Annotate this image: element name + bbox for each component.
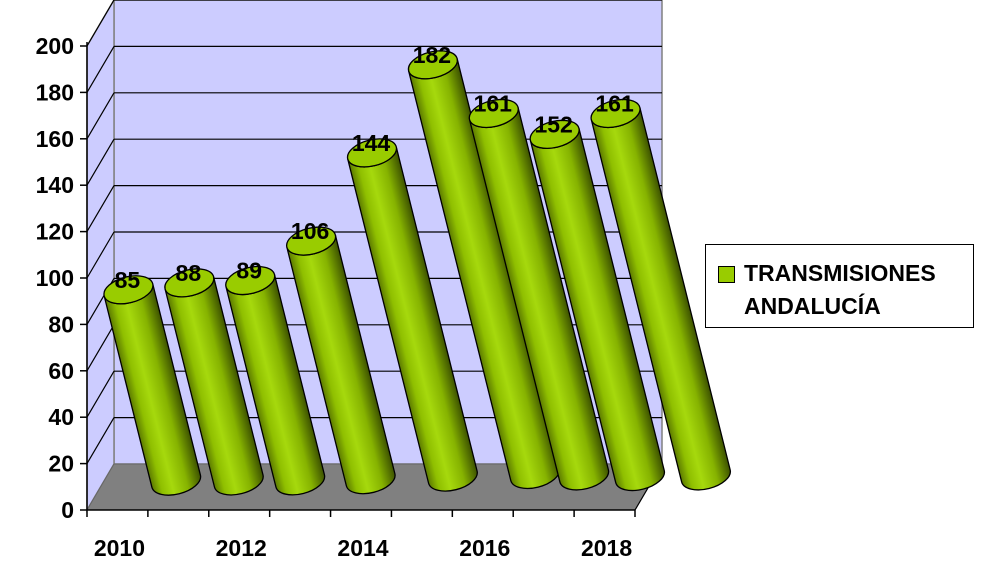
bar-top <box>164 268 215 298</box>
y-tick-label: 200 <box>36 33 74 59</box>
gridline-side <box>86 0 115 47</box>
x-tick-label: 2014 <box>337 535 388 561</box>
y-tick-label: 60 <box>48 358 74 384</box>
x-tick-label: 2016 <box>459 535 510 561</box>
data-label: 106 <box>291 218 329 244</box>
y-tick-label: 20 <box>48 451 74 477</box>
bar-top <box>103 275 154 305</box>
bar-top <box>346 138 398 168</box>
gridline-side <box>86 92 115 140</box>
gridline-side <box>86 185 115 232</box>
data-label: 161 <box>474 90 513 116</box>
y-tick-label: 0 <box>61 497 74 523</box>
legend-swatch <box>718 266 735 283</box>
y-tick-label: 100 <box>36 265 74 291</box>
data-label: 152 <box>534 111 572 137</box>
gridline-side <box>86 370 115 418</box>
data-label: 144 <box>352 130 391 156</box>
x-tick-label: 2012 <box>216 535 267 561</box>
y-tick-label: 40 <box>48 404 74 430</box>
bar-top <box>286 226 337 256</box>
y-tick-label: 160 <box>36 126 74 152</box>
data-label: 182 <box>413 42 451 68</box>
x-tick-label: 2010 <box>94 535 145 561</box>
y-tick-label: 80 <box>48 311 74 337</box>
legend-label: TRANSMISIONES ANDALUCÍA <box>744 260 936 319</box>
gridline-side <box>86 417 115 464</box>
bar-top <box>590 98 641 129</box>
gridline-side <box>86 231 115 279</box>
bar-top <box>407 50 458 80</box>
bar-top <box>468 98 519 129</box>
legend: TRANSMISIONES ANDALUCÍA <box>705 244 974 328</box>
x-tick-label: 2018 <box>581 535 632 561</box>
data-label: 161 <box>595 90 634 116</box>
gridline-side <box>86 324 115 372</box>
gridline-side <box>86 138 115 186</box>
data-label: 88 <box>176 260 202 286</box>
bar-top <box>225 265 276 296</box>
y-tick-label: 140 <box>36 172 74 198</box>
data-label: 89 <box>236 258 262 284</box>
y-tick-label: 180 <box>36 79 74 105</box>
y-tick-label: 120 <box>36 219 74 245</box>
gridline-side <box>86 46 115 93</box>
data-label: 85 <box>115 267 141 293</box>
bar-top <box>529 119 580 149</box>
